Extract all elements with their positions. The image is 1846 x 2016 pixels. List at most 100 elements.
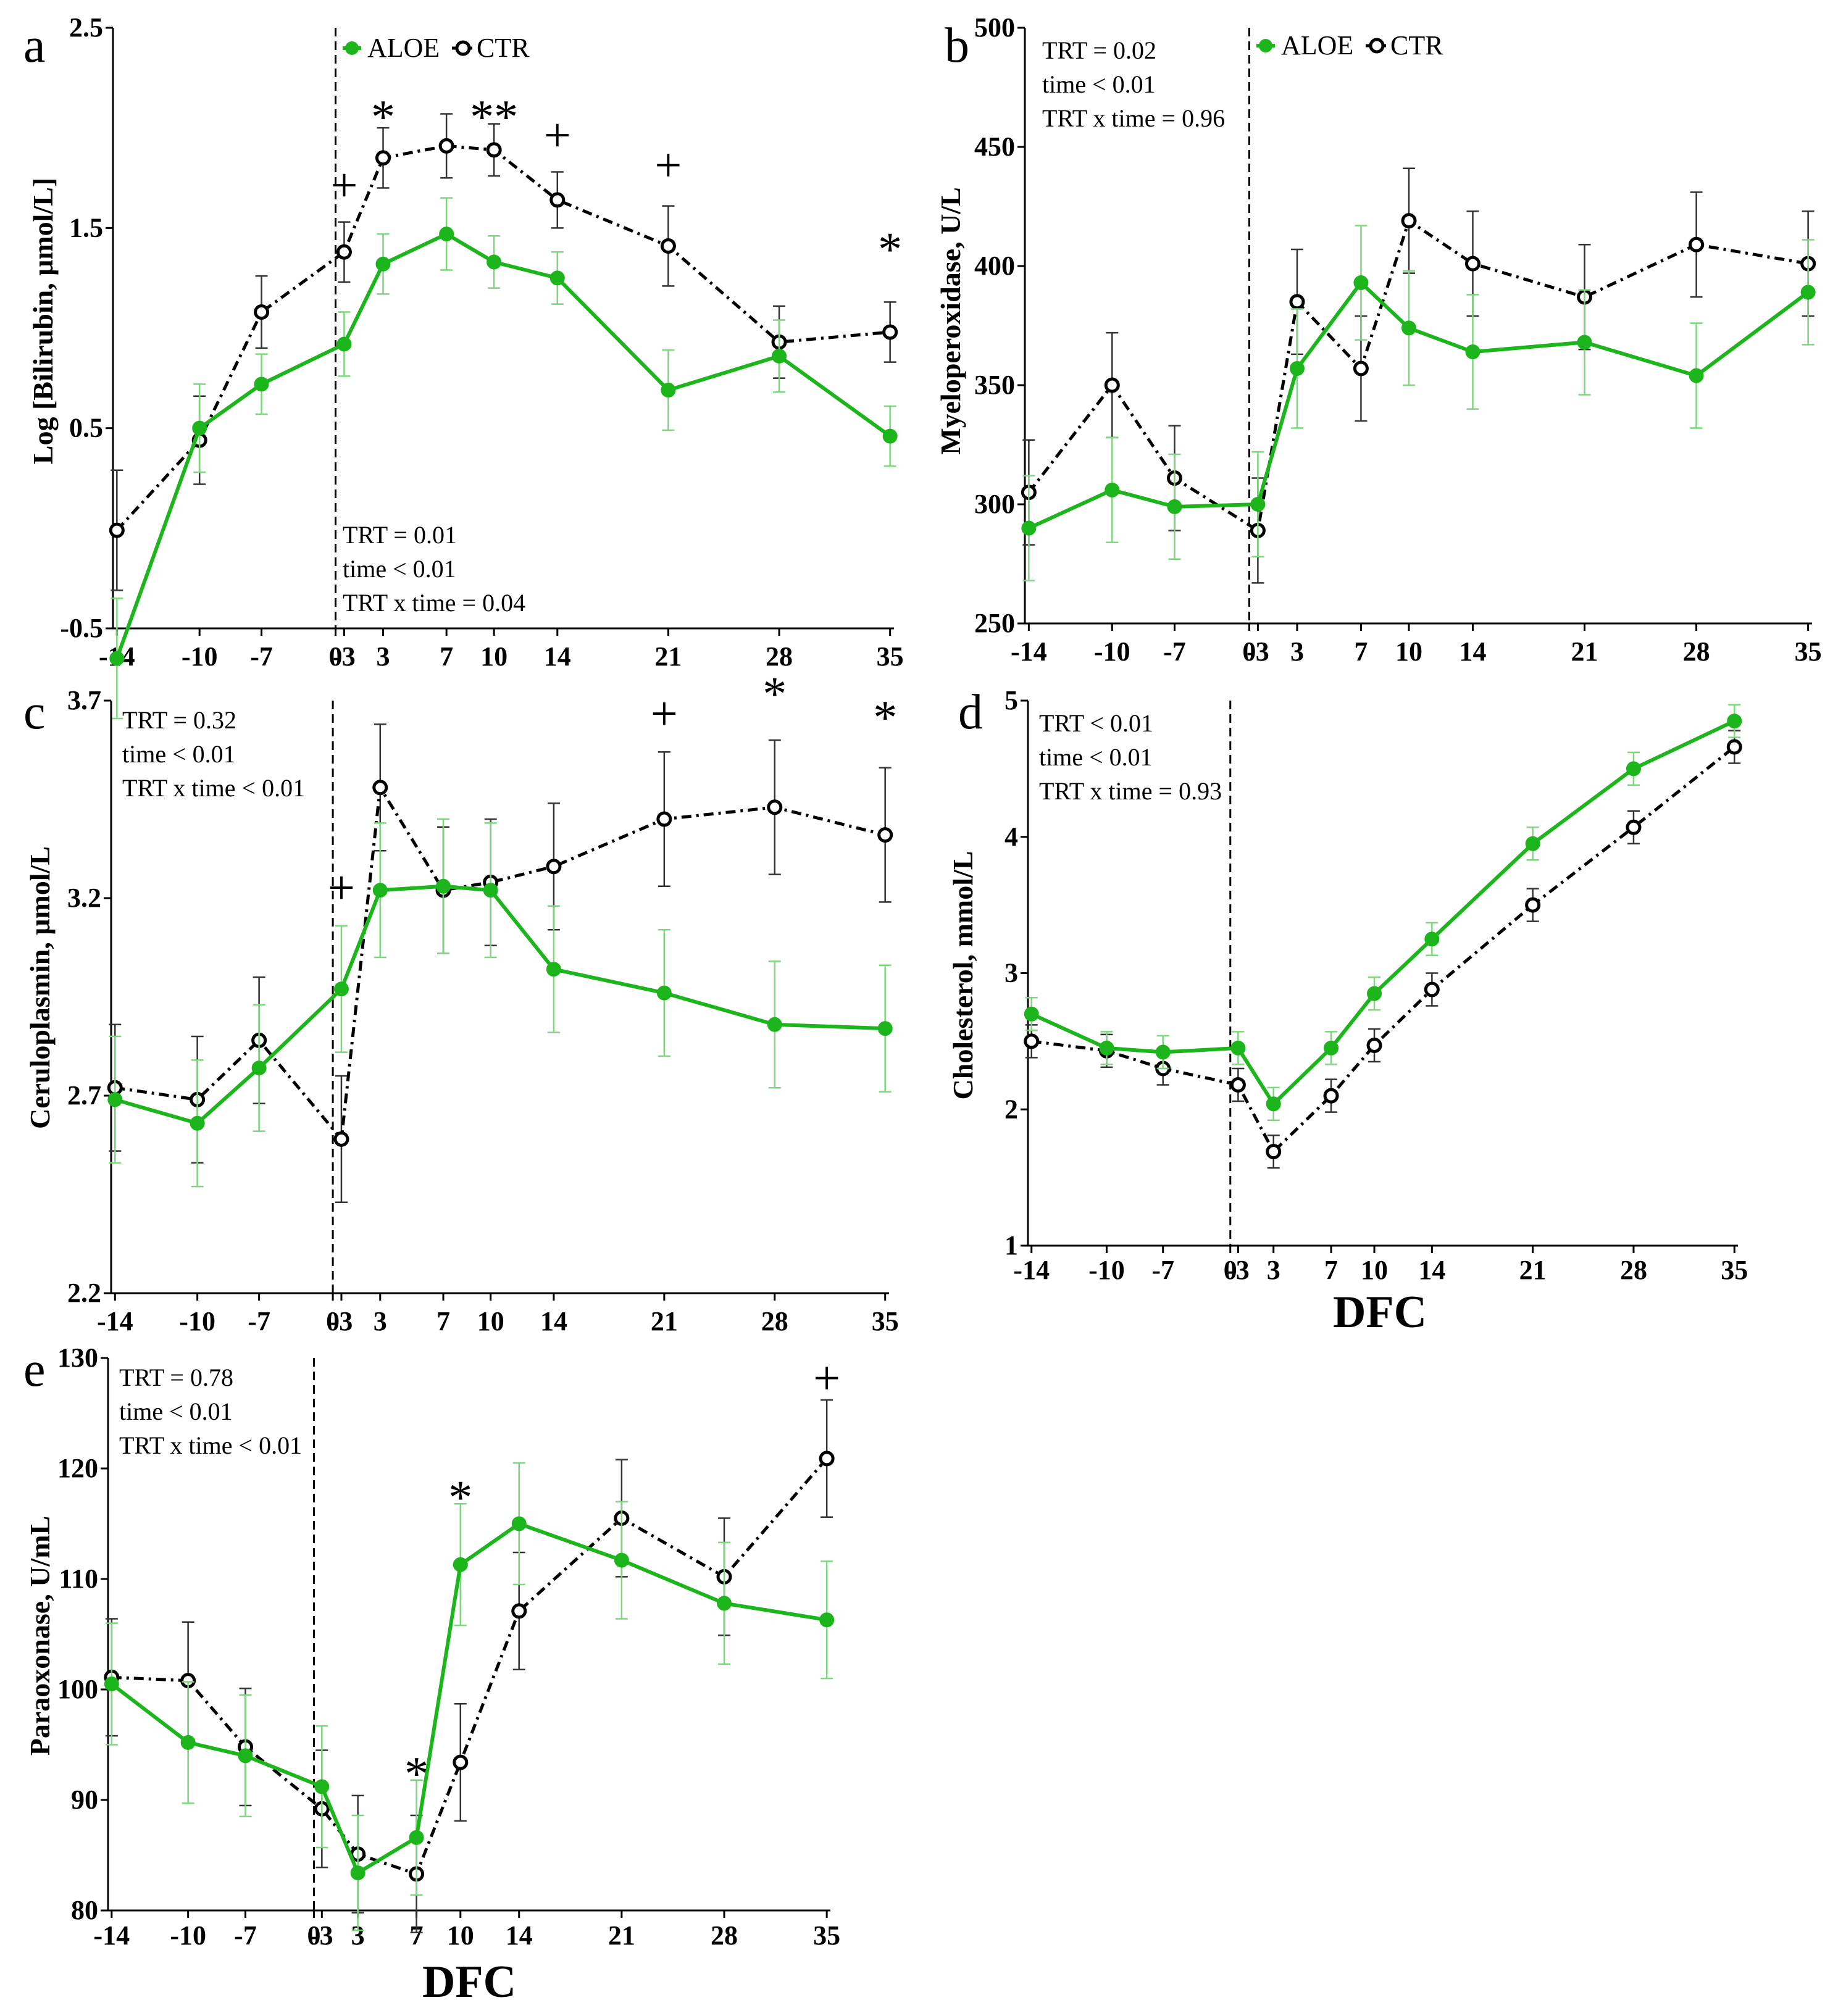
- y-tick-label: 4: [1004, 822, 1018, 852]
- data-point-aloe: [1626, 761, 1641, 777]
- x-tick-label: -14: [94, 1920, 130, 1951]
- data-point-ctr: [660, 238, 676, 254]
- data-point-aloe: [436, 878, 451, 894]
- stat-line: TRT = 0.01: [343, 521, 457, 549]
- y-tick-label: 5: [1004, 685, 1018, 715]
- legend-swatch-aloe: [1259, 39, 1272, 52]
- y-tick-label: 2: [1004, 1094, 1018, 1124]
- y-tick-label: 3.7: [67, 685, 101, 715]
- series-aloe: [104, 1462, 835, 1931]
- x-tick-label: 21: [654, 641, 682, 672]
- y-tick-label: 300: [974, 489, 1015, 519]
- y-tick-label: 2.2: [67, 1278, 101, 1308]
- data-point-aloe: [190, 1115, 205, 1131]
- x-axis-title: DFC: [1333, 1287, 1427, 1338]
- data-point-ctr: [819, 1451, 835, 1467]
- stat-line: time < 0.01: [343, 555, 456, 583]
- x-tick-label: 35: [813, 1920, 840, 1951]
- x-tick-label: 21: [608, 1920, 635, 1951]
- data-point-ctr: [453, 1754, 469, 1770]
- x-tick-label: -7: [234, 1920, 257, 1951]
- legend: ALOE CTR: [343, 33, 530, 63]
- y-axis-title: Cholesterol, mmol/L: [947, 851, 979, 1100]
- data-point-aloe: [314, 1779, 330, 1794]
- legend-label-ctr: CTR: [1390, 30, 1443, 60]
- x-tick-label: 10: [477, 1306, 504, 1336]
- x-tick-label: 10: [447, 1920, 474, 1951]
- data-point-ctr: [333, 1131, 349, 1147]
- data-point-ctr: [1366, 1037, 1382, 1053]
- significance-marker: +: [328, 860, 355, 914]
- data-point-ctr: [109, 522, 125, 538]
- series-line-ctr: [115, 144, 890, 531]
- data-point-aloe: [483, 883, 498, 898]
- legend-swatch-aloe: [345, 41, 359, 55]
- data-point-aloe: [1800, 285, 1816, 300]
- x-tick-label: 3: [374, 1306, 387, 1336]
- x-tick-label: 7: [436, 1306, 450, 1336]
- data-point-aloe: [1167, 499, 1182, 514]
- x-tick-label: 3: [351, 1920, 365, 1951]
- y-tick-label: 250: [974, 608, 1015, 638]
- data-point-aloe: [1155, 1044, 1171, 1060]
- significance-marker: **: [470, 90, 518, 144]
- x-tick-label: 10: [1361, 1255, 1388, 1285]
- x-tick-label: 3: [1267, 1255, 1280, 1285]
- series-aloe: [1021, 225, 1816, 581]
- data-point-aloe: [656, 985, 672, 1001]
- y-tick-label: 3: [1004, 958, 1018, 988]
- data-point-aloe: [333, 981, 349, 997]
- data-point-aloe: [511, 1516, 527, 1531]
- data-point-ctr: [1323, 1088, 1339, 1104]
- data-point-ctr: [1424, 981, 1440, 998]
- x-tick-label: -3: [1227, 1255, 1250, 1285]
- x-tick-label: 28: [711, 1920, 738, 1951]
- y-axis-title: Myeloperoxidase, U/L: [935, 187, 966, 455]
- x-tick-label: -10: [170, 1920, 206, 1951]
- x-tick-label: 14: [506, 1920, 533, 1951]
- data-point-aloe: [453, 1557, 468, 1572]
- x-tick-label: -3: [1247, 636, 1269, 667]
- data-point-aloe: [1230, 1040, 1246, 1056]
- stat-line: TRT x time = 0.93: [1039, 777, 1222, 805]
- significance-marker: *: [878, 222, 902, 276]
- x-tick-label: 21: [1571, 636, 1598, 667]
- x-tick-label: -3: [311, 1920, 333, 1951]
- x-tick-label: 7: [1324, 1255, 1338, 1285]
- y-tick-label: 3.2: [67, 883, 101, 913]
- x-tick-label: 7: [440, 641, 453, 672]
- x-tick-label: 3: [1290, 636, 1304, 667]
- data-point-aloe: [251, 1060, 267, 1076]
- series-line-aloe: [1028, 281, 1810, 530]
- data-point-aloe: [614, 1552, 629, 1568]
- data-point-aloe: [104, 1677, 119, 1692]
- stat-line: TRT x time = 0.04: [343, 589, 525, 617]
- significance-marker: *: [873, 691, 897, 744]
- x-tick-label: 14: [540, 1306, 567, 1336]
- data-point-aloe: [819, 1612, 835, 1628]
- data-point-ctr: [1401, 213, 1417, 229]
- data-point-ctr: [1266, 1144, 1282, 1160]
- stat-line: time < 0.01: [119, 1397, 233, 1425]
- data-point-ctr: [1230, 1077, 1246, 1093]
- x-tick-label: 35: [1721, 1255, 1748, 1285]
- y-tick-label: 130: [57, 1343, 98, 1373]
- panel-c-ceruloplasmin: c Ceruloplasmin, μmol/L 2.2 2.7 3.2 3.7 -14 -…: [23, 667, 899, 1336]
- series-aloe: [109, 197, 898, 720]
- y-tick-label: 350: [974, 370, 1015, 400]
- data-point-ctr: [372, 780, 388, 796]
- significance-marker: +: [330, 158, 357, 212]
- panel-letter: e: [23, 1343, 46, 1397]
- data-point-aloe: [192, 420, 207, 436]
- data-point-ctr: [438, 138, 454, 154]
- stat-line: time < 0.01: [1039, 743, 1153, 771]
- y-tick-label: 450: [974, 131, 1015, 162]
- y-tick-label: 1: [1004, 1230, 1018, 1260]
- panel-letter: c: [23, 685, 46, 739]
- x-tick-label: -14: [97, 1306, 133, 1336]
- data-point-aloe: [1250, 497, 1266, 512]
- y-tick-label: 0.5: [69, 413, 103, 443]
- legend-swatch-ctr: [455, 40, 471, 56]
- data-point-aloe: [254, 377, 269, 392]
- data-point-ctr: [877, 827, 893, 843]
